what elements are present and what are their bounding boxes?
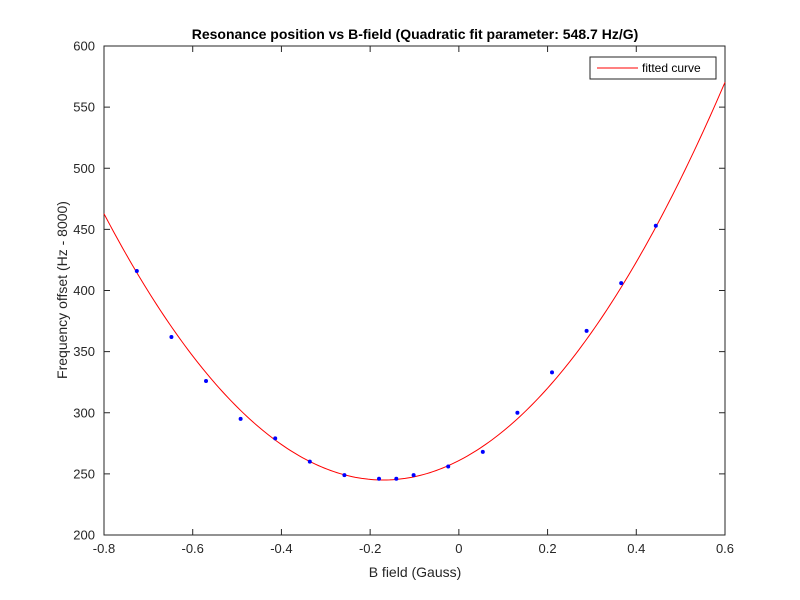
y-tick-label: 300 <box>73 405 95 420</box>
y-tick-label: 350 <box>73 344 95 359</box>
data-point <box>446 464 451 469</box>
y-tick-label: 400 <box>73 283 95 298</box>
x-tick-label: 0.2 <box>539 541 557 556</box>
x-tick-label: 0.4 <box>627 541 645 556</box>
data-point <box>169 334 174 339</box>
data-point <box>307 459 312 464</box>
x-tick-label: -0.2 <box>359 541 381 556</box>
x-axis-ticks: -0.8 -0.6 -0.4 -0.2 0 0.2 0.4 0.6 <box>93 46 734 556</box>
data-point <box>515 410 520 415</box>
y-tick-label: 500 <box>73 161 95 176</box>
data-point <box>653 223 658 228</box>
legend: fitted curve <box>589 56 717 80</box>
x-tick-label: -0.4 <box>270 541 292 556</box>
y-tick-label: 550 <box>73 100 95 115</box>
x-tick-label: -0.6 <box>182 541 204 556</box>
y-tick-label: 600 <box>73 39 95 54</box>
legend-label-fitted-curve: fitted curve <box>642 61 701 75</box>
data-point <box>377 476 382 481</box>
x-axis-label: B field (Gauss) <box>369 564 462 580</box>
data-point <box>238 416 243 421</box>
data-point <box>411 473 416 478</box>
data-point <box>480 449 485 454</box>
y-tick-label: 450 <box>73 222 95 237</box>
data-point <box>394 476 399 481</box>
y-tick-label: 200 <box>73 528 95 543</box>
y-axis-label: Frequency offset (Hz - 8000) <box>54 201 70 379</box>
axes-box <box>103 45 726 536</box>
y-axis-ticks: 200 250 300 350 400 450 500 550 600 <box>73 39 725 543</box>
x-tick-label: -0.8 <box>93 541 115 556</box>
data-point <box>204 378 209 383</box>
data-point <box>342 473 347 478</box>
data-point <box>134 268 139 273</box>
data-points-layer <box>134 223 658 481</box>
data-point <box>550 370 555 375</box>
y-tick-label: 250 <box>73 466 95 481</box>
x-tick-label: 0.6 <box>716 541 734 556</box>
chart-title: Resonance position vs B-field (Quadratic… <box>192 26 639 42</box>
legend-box <box>589 56 717 80</box>
data-point <box>619 281 624 286</box>
plot-area: 200 250 300 350 400 450 500 550 600 -0.8 -0.6 -0.4… <box>73 39 734 557</box>
data-point <box>584 328 589 333</box>
x-tick-label: 0 <box>455 541 462 556</box>
data-point <box>273 436 278 441</box>
